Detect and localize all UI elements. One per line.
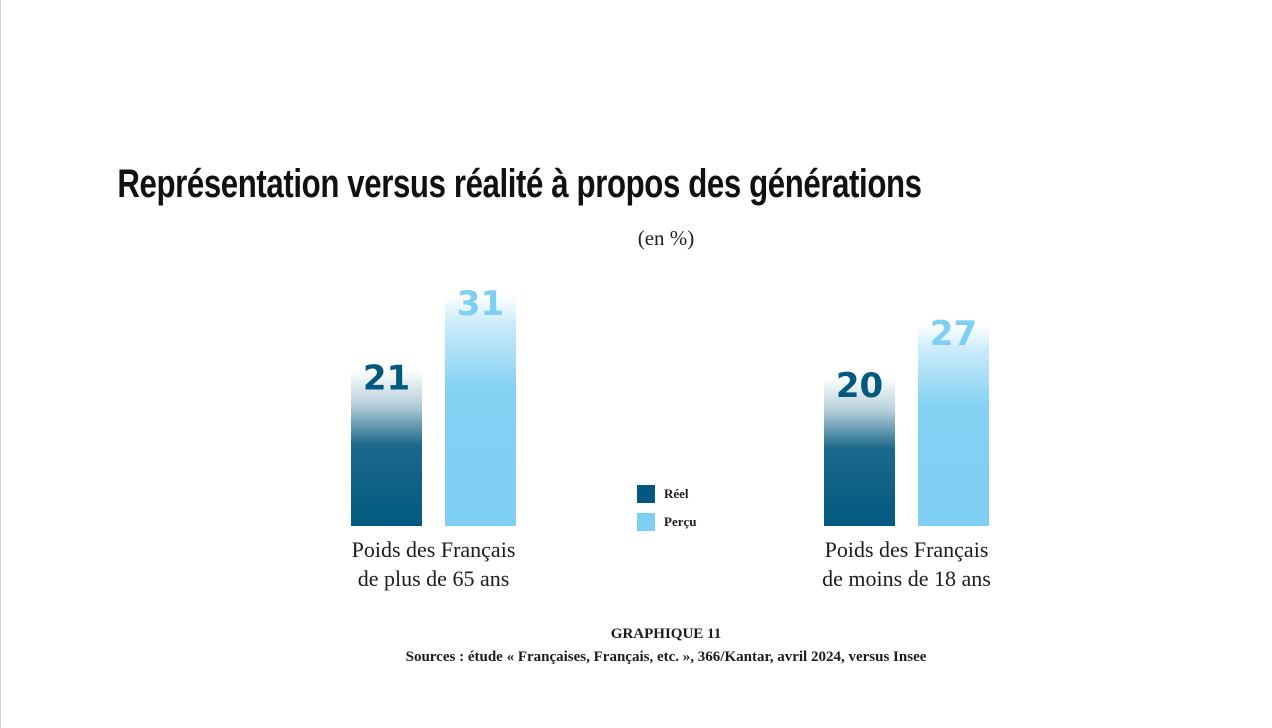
page-edge-rule: [0, 0, 1, 728]
source-note: Sources : étude « Françaises, Français, …: [405, 649, 927, 665]
category-label-line: Poids des Français: [351, 537, 516, 562]
category-label-line: de moins de 18 ans: [822, 566, 991, 591]
figure-number: GRAPHIQUE 11: [610, 626, 722, 642]
chart-subtitle: (en %): [637, 226, 695, 250]
category-label-line: Poids des Français: [824, 537, 989, 562]
category-label-under-18: Poids des Français de moins de 18 ans: [757, 535, 1057, 593]
legend-label-reel: Réel: [664, 486, 689, 501]
category-label-line: de plus de 65 ans: [357, 566, 510, 591]
legend-swatch-percu: [637, 513, 655, 531]
legend-label-percu: Perçu: [664, 514, 697, 529]
legend-item-percu: Perçu: [637, 508, 696, 536]
bar-reel-1: [351, 369, 422, 526]
data-label-percu-2: 27: [930, 314, 977, 354]
bar-percu-2: [918, 324, 989, 526]
bar-percu-1: [445, 295, 516, 526]
data-label-reel-1: 21: [363, 359, 410, 399]
chart-title: Représentation versus réalité à propos d…: [117, 162, 922, 206]
data-label-reel-2: 20: [836, 366, 883, 406]
legend-swatch-reel: [637, 485, 655, 503]
legend-item-reel: Réel: [637, 480, 696, 508]
chart-legend: Réel Perçu: [637, 480, 696, 536]
data-label-percu-1: 31: [457, 284, 504, 324]
bar-reel-2: [824, 377, 895, 526]
category-label-over-65: Poids des Français de plus de 65 ans: [284, 535, 584, 593]
